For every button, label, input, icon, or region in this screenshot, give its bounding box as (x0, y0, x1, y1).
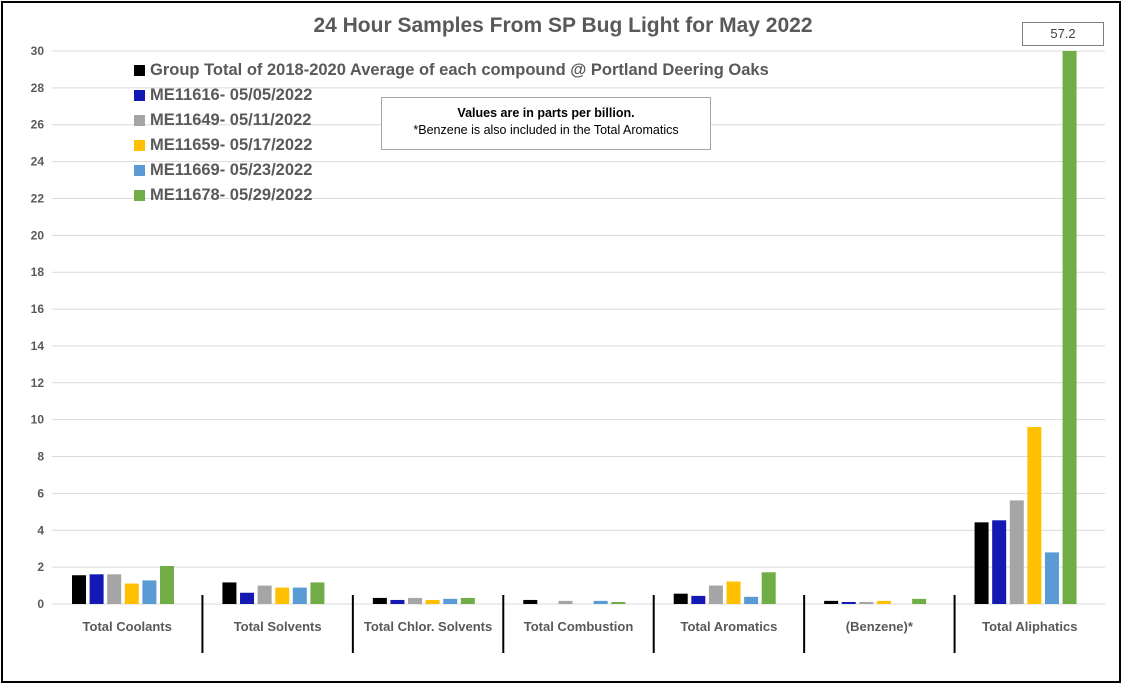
bar-1-4 (292, 587, 307, 604)
bar-3-5 (611, 601, 626, 604)
y-tick-label: 30 (31, 44, 45, 58)
bar-0-2 (107, 574, 122, 604)
chart-title: 24 Hour Samples From SP Bug Light for Ma… (313, 14, 813, 37)
legend: Group Total of 2018-2020 Average of each… (134, 58, 769, 208)
legend-label: ME11659- 05/17/2022 (150, 136, 313, 154)
bar-0-4 (142, 580, 157, 604)
y-tick-label: 6 (37, 486, 44, 500)
x-tick-label: Total Aliphatics (982, 619, 1077, 634)
legend-item: ME11659- 05/17/2022 (134, 133, 769, 158)
y-tick-label: 26 (31, 118, 45, 132)
legend-swatch (134, 190, 145, 201)
bar-2-5 (460, 597, 475, 604)
legend-item: ME11678- 05/29/2022 (134, 183, 769, 208)
bar-4-4 (744, 596, 759, 604)
y-tick-label: 8 (37, 450, 44, 464)
legend-label: Group Total of 2018-2020 Average of each… (150, 61, 769, 79)
y-tick-label: 2 (37, 560, 44, 574)
bar-2-4 (443, 598, 458, 604)
legend-swatch (134, 65, 145, 76)
legend-label: ME11669- 05/23/2022 (150, 161, 313, 179)
bar-5-3 (876, 600, 891, 604)
legend-item: ME11649- 05/11/2022 (134, 108, 769, 133)
bar-0-1 (89, 574, 104, 604)
legend-swatch (134, 165, 145, 176)
bar-1-5 (310, 582, 325, 604)
bar-2-2 (408, 597, 423, 604)
legend-item: Group Total of 2018-2020 Average of each… (134, 58, 769, 83)
bar-6-2 (1009, 500, 1024, 604)
bar-3-4 (593, 600, 608, 604)
bar-6-4 (1044, 552, 1059, 604)
bar-6-5 (1062, 51, 1077, 604)
bar-5-1 (841, 601, 856, 604)
bar-6-0 (974, 522, 989, 604)
legend-label: ME11616- 05/05/2022 (150, 86, 313, 104)
bar-2-0 (372, 597, 387, 604)
bar-4-1 (691, 595, 706, 604)
note-box: Values are in parts per billion. *Benzen… (381, 97, 711, 150)
x-tick-label: (Benzene)* (846, 619, 914, 634)
x-tick-label: Total Solvents (234, 619, 322, 634)
bar-1-1 (240, 592, 255, 604)
legend-swatch (134, 90, 145, 101)
x-tick-label: Total Aromatics (681, 619, 778, 634)
legend-label: ME11649- 05/11/2022 (150, 111, 312, 129)
x-tick-label: Total Coolants (83, 619, 172, 634)
note-text: *Benzene is also included in the Total A… (413, 123, 679, 137)
bar-6-1 (992, 520, 1007, 604)
legend-swatch (134, 140, 145, 151)
y-tick-label: 20 (31, 228, 45, 242)
bar-4-2 (708, 585, 723, 604)
legend-item: ME11669- 05/23/2022 (134, 158, 769, 183)
y-tick-label: 12 (31, 376, 45, 390)
y-tick-label: 22 (31, 191, 45, 205)
bar-3-0 (523, 599, 538, 604)
bar-5-0 (824, 600, 839, 604)
bar-4-0 (673, 593, 688, 604)
y-tick-label: 10 (31, 413, 45, 427)
bar-3-2 (558, 600, 573, 604)
y-tick-label: 14 (31, 339, 45, 353)
bar-0-3 (124, 583, 139, 604)
bar-1-3 (275, 587, 290, 604)
legend-label: ME11678- 05/29/2022 (150, 186, 313, 204)
bar-2-3 (425, 599, 440, 604)
note-title: Values are in parts per billion. (457, 106, 635, 120)
y-tick-label: 18 (31, 265, 45, 279)
bar-0-0 (72, 575, 86, 604)
bar-5-5 (912, 598, 927, 604)
bar-1-0 (222, 582, 237, 604)
bar-2-1 (390, 599, 405, 604)
legend-swatch (134, 115, 145, 126)
x-tick-label: Total Chlor. Solvents (364, 619, 492, 634)
clipped-value-label: 57.2 (1022, 22, 1104, 46)
y-tick-label: 28 (31, 81, 45, 95)
bar-0-5 (160, 566, 174, 604)
legend-item: ME11616- 05/05/2022 (134, 83, 769, 108)
y-tick-label: 4 (37, 523, 44, 537)
y-tick-label: 16 (31, 302, 45, 316)
x-tick-label: Total Combustion (524, 619, 634, 634)
y-tick-label: 24 (31, 155, 45, 169)
bar-6-3 (1027, 427, 1042, 604)
y-tick-label: 0 (37, 597, 44, 611)
bar-1-2 (257, 585, 272, 604)
bar-4-3 (726, 581, 741, 604)
bar-4-5 (761, 572, 776, 604)
bar-5-2 (859, 601, 874, 604)
